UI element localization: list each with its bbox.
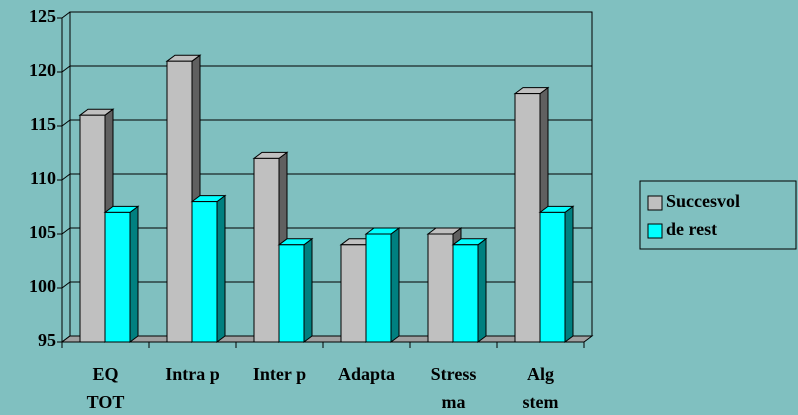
bar [191, 201, 218, 343]
y-tick-label: 105 [29, 222, 56, 242]
legend-box [639, 180, 797, 250]
y-tick-label: 125 [29, 6, 56, 26]
bar [79, 114, 106, 343]
legend-swatch [647, 223, 663, 239]
bar [365, 233, 392, 343]
x-tick-label: Alg stem [522, 364, 559, 412]
legend-label: Succesvol [666, 191, 740, 211]
x-tick-label: Stress ma [430, 364, 477, 412]
grid-line [61, 11, 592, 19]
bar-side [303, 237, 313, 343]
x-tick-label: Intra p [165, 364, 220, 384]
bar [166, 60, 193, 343]
bar [452, 244, 479, 343]
bar [514, 93, 541, 343]
bar-side [390, 227, 400, 343]
grid-line [61, 281, 592, 289]
x-tick-label: Inter p [252, 364, 307, 384]
grid-line [61, 119, 592, 127]
y-tick-label: 100 [29, 276, 56, 296]
bar-side [129, 205, 139, 343]
y-tick-label: 110 [30, 168, 56, 188]
bar [340, 244, 367, 343]
grid-line [61, 65, 592, 73]
y-tick-label: 95 [38, 330, 56, 350]
bar [539, 211, 566, 343]
bar-side [216, 194, 226, 343]
bar [104, 211, 131, 343]
bar [278, 244, 305, 343]
x-tick-label: EQ TOT [86, 364, 125, 412]
bar [253, 157, 280, 343]
grid-line [61, 173, 592, 181]
bar-side [564, 205, 574, 343]
bar [427, 233, 454, 343]
grid-line [61, 227, 592, 235]
legend-swatch [647, 195, 663, 211]
y-tick-label: 120 [29, 60, 56, 80]
legend-label: de rest [666, 219, 717, 239]
bar-side [477, 237, 487, 343]
x-tick-label: Adapta [337, 364, 395, 384]
floor [60, 335, 594, 343]
plot-frame [61, 11, 593, 343]
y-tick-label: 115 [30, 114, 56, 134]
